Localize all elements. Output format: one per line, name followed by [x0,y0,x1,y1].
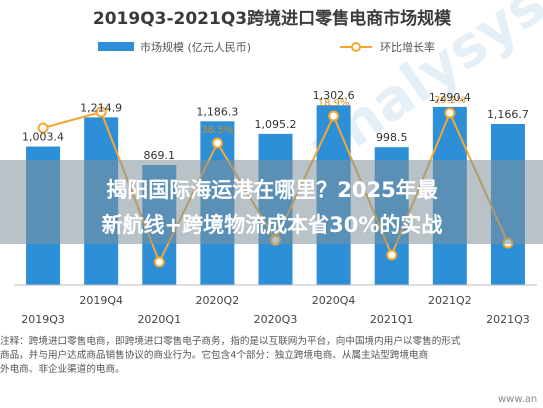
x-tick-label-2020Q1: 2020Q1 [137,313,181,326]
overlay-line-2: 新航线+跨境物流成本省30%的实战 [102,213,443,237]
legend-line-label: 环比增长率 [380,40,435,54]
growth-point-2020Q2 [211,137,223,149]
bar-value-label-2020Q4: 1,302.6 [313,89,355,102]
growth-point-2021Q1 [386,249,398,261]
bar-value-label-2021Q1: 998.5 [376,131,408,144]
note-line-1: 注释：跨境进口零售电商，即跨境进口零售电子商务，指的是以互联网为平台，向中国境内… [0,335,461,347]
growth-point-2019Q4 [95,106,107,118]
x-tick-label-2021Q3: 2021Q3 [486,313,530,326]
overlay-line-1: 揭阳国际海运港在哪里？2025年最 [106,178,438,202]
growth-label-2020Q2: 36.5% [201,125,233,136]
legend-bar-label: 市场规模 (亿元人民币) [140,40,251,54]
x-tick-label-2021Q2: 2021Q2 [428,294,472,307]
growth-label-2020Q4: 18.9% [318,98,350,109]
watermark-url: www.an [498,394,537,405]
overlay-band [0,160,543,244]
bar-value-labels: 1,003.4 1,214.9 869.1 1,186.3 1,095.2 1,302.6… [22,89,529,162]
bar-value-label-2021Q2: 1,290.4 [429,91,471,104]
bar-value-label-2020Q2: 1,186.3 [196,105,238,118]
bar-value-label-2020Q1: 869.1 [144,149,176,162]
growth-point-2021Q2 [444,107,456,119]
growth-point-2020Q4 [328,110,340,122]
growth-point-2020Q1 [153,256,165,268]
bar-value-label-2021Q3: 1,166.7 [487,108,529,121]
growth-label-2021Q2: 29.2% [434,95,466,106]
bar-value-label-2019Q4: 1,214.9 [80,101,122,114]
note-line-3: 外电商、非企业渠道的电商。 [0,363,125,375]
x-tick-label-2019Q4: 2019Q4 [79,294,123,307]
legend-line-marker [351,42,361,52]
x-axis-ticks: 2019Q3 2019Q4 2020Q1 2020Q2 2020Q3 2020Q4 2021… [14,284,537,326]
growth-point-2019Q3 [37,122,49,134]
chart-title: 2019Q3-2021Q3跨境进口零售电商市场规模 [93,8,452,29]
bar-value-label-2019Q3: 1,003.4 [22,131,64,144]
x-tick-label-2021Q1: 2021Q1 [370,313,414,326]
note-line-2: 商品，并与用户达成商品销售协议的商业行为。它包含4个部分：独立跨境电商、从属主站… [0,349,429,361]
legend: 市场规模 (亿元人民币) 环比增长率 [98,40,435,54]
x-tick-label-2019Q3: 2019Q3 [21,313,65,326]
x-tick-label-2020Q2: 2020Q2 [196,294,240,307]
x-tick-label-2020Q4: 2020Q4 [312,294,356,307]
x-tick-label-2020Q3: 2020Q3 [254,313,298,326]
bar-value-label-2020Q3: 1,095.2 [255,118,297,131]
legend-bar-swatch [98,42,134,51]
